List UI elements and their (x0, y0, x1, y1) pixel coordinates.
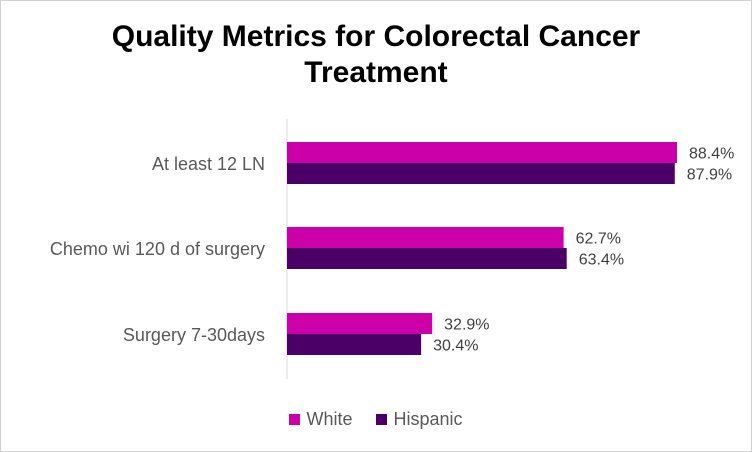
bar-hispanic (287, 334, 422, 355)
bar-hispanic (287, 163, 675, 184)
legend-item-hispanic: Hispanic (376, 409, 463, 430)
data-label-white: 62.7% (576, 231, 621, 248)
bar-white (287, 142, 677, 163)
chart-title: Quality Metrics for Colorectal Cancer Tr… (1, 19, 751, 91)
bar-white (287, 313, 433, 334)
category-label: Surgery 7-30days (123, 325, 265, 345)
category-label: At least 12 LN (152, 154, 265, 174)
legend: White Hispanic (1, 409, 751, 430)
data-label-white: 88.4% (689, 146, 734, 163)
legend-label-white: White (306, 409, 353, 429)
bar-white (287, 227, 564, 248)
chart-title-line-1: Quality Metrics for Colorectal Cancer (111, 20, 641, 53)
legend-label-hispanic: Hispanic (393, 409, 463, 429)
data-label-hispanic: 63.4% (579, 252, 624, 269)
bar-hispanic (287, 248, 567, 269)
legend-swatch-hispanic (376, 414, 388, 425)
legend-swatch-white (289, 414, 301, 425)
data-label-white: 32.9% (444, 317, 489, 334)
category-label: Chemo wi 120 d of surgery (50, 239, 265, 259)
data-label-hispanic: 87.9% (687, 167, 732, 184)
chart-title-line-2: Treatment (304, 56, 448, 89)
data-label-hispanic: 30.4% (433, 338, 478, 355)
legend-item-white: White (289, 409, 352, 430)
